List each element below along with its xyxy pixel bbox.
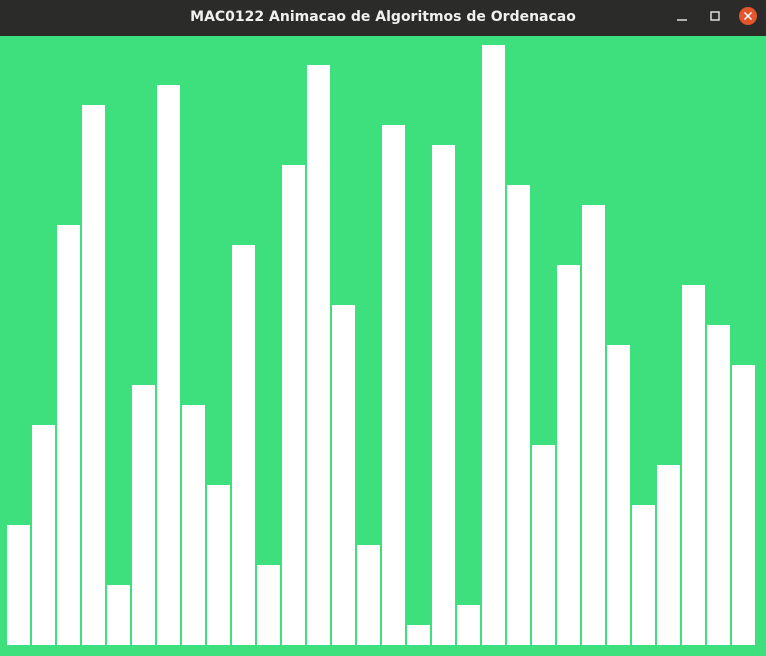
window-title: MAC0122 Animacao de Algoritmos de Ordena… xyxy=(190,9,576,25)
bar xyxy=(307,65,330,645)
bar xyxy=(207,485,230,645)
bar xyxy=(282,165,305,645)
bar xyxy=(532,445,555,645)
bar xyxy=(182,405,205,645)
bar xyxy=(607,345,630,645)
bar xyxy=(682,285,705,645)
maximize-button[interactable] xyxy=(710,11,720,21)
bar xyxy=(732,365,755,645)
bar xyxy=(482,45,505,645)
bar xyxy=(632,505,655,645)
bar xyxy=(507,185,530,645)
bar xyxy=(332,305,355,645)
bar xyxy=(57,225,80,645)
bar xyxy=(707,325,730,645)
close-button[interactable] xyxy=(739,7,757,25)
bar xyxy=(557,265,580,645)
bar xyxy=(82,105,105,645)
bar xyxy=(7,525,30,645)
bar xyxy=(657,465,680,645)
bar xyxy=(432,145,455,645)
bar xyxy=(357,545,380,645)
bar xyxy=(107,585,130,645)
bar xyxy=(132,385,155,645)
bar xyxy=(157,85,180,645)
bar xyxy=(232,245,255,645)
bar xyxy=(382,125,405,645)
bar xyxy=(257,565,280,645)
window-controls xyxy=(677,7,757,25)
animation-canvas xyxy=(0,36,766,656)
title-bar: MAC0122 Animacao de Algoritmos de Ordena… xyxy=(0,0,766,36)
bar xyxy=(407,625,430,645)
bar xyxy=(582,205,605,645)
bar xyxy=(32,425,55,645)
bar xyxy=(457,605,480,645)
